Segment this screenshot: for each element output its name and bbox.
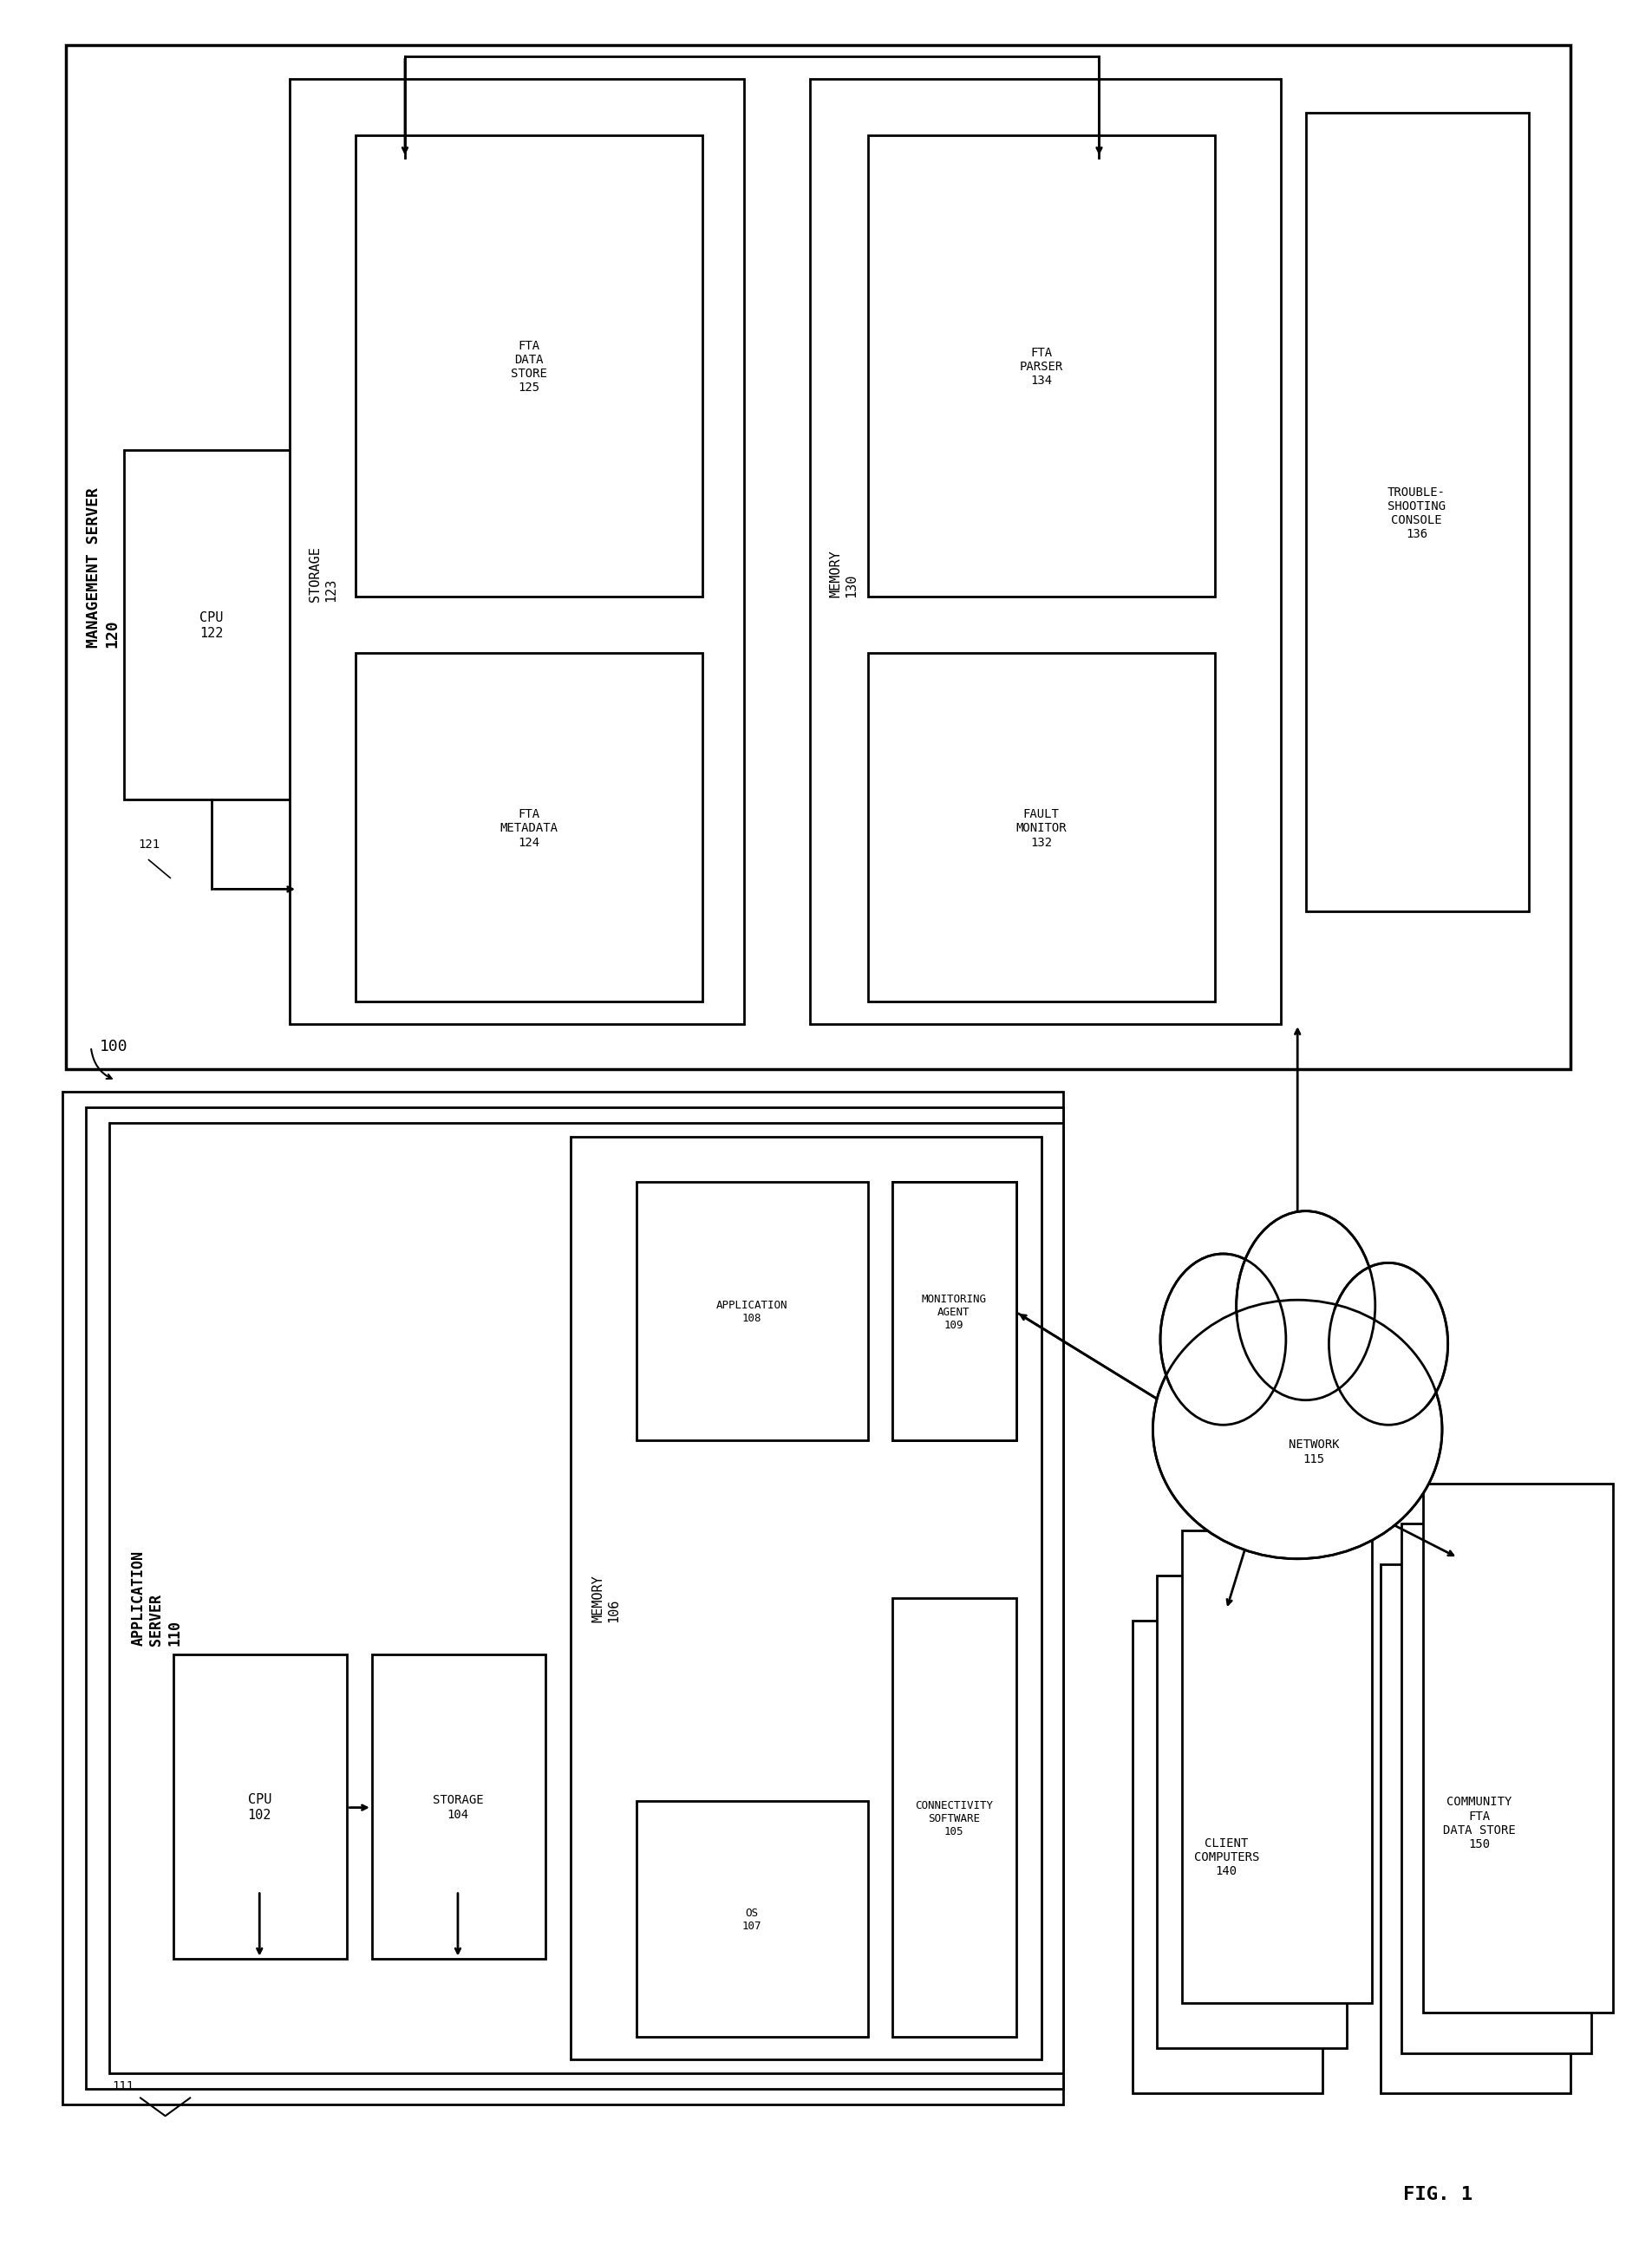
Bar: [1401, 1524, 1591, 2053]
Text: STORAGE
104: STORAGE 104: [433, 1794, 482, 1821]
Text: 100: 100: [99, 1040, 127, 1053]
Bar: [124, 450, 297, 799]
Bar: [570, 1137, 1041, 2060]
Bar: [867, 653, 1214, 1002]
Text: OS
107: OS 107: [742, 1909, 762, 1931]
Text: FTA
DATA
STORE
125: FTA DATA STORE 125: [510, 340, 547, 394]
Bar: [86, 1107, 1062, 2089]
Bar: [892, 1182, 1016, 1441]
Bar: [289, 79, 743, 1024]
Bar: [355, 135, 702, 597]
Text: CPU
102: CPU 102: [248, 1794, 271, 1821]
Bar: [1379, 1564, 1569, 2093]
Text: 121: 121: [137, 837, 160, 851]
Text: MONITORING
AGENT
109: MONITORING AGENT 109: [920, 1294, 986, 1330]
Bar: [109, 1123, 1062, 2073]
Ellipse shape: [1170, 1306, 1424, 1508]
Bar: [636, 1182, 867, 1441]
Text: FTA
METADATA
124: FTA METADATA 124: [499, 808, 558, 849]
Text: STORAGE
123: STORAGE 123: [309, 547, 337, 601]
Circle shape: [1160, 1254, 1285, 1425]
Bar: [372, 1654, 545, 1958]
Bar: [66, 45, 1569, 1069]
Text: FTA
PARSER
134: FTA PARSER 134: [1019, 347, 1062, 387]
Bar: [809, 79, 1280, 1024]
Ellipse shape: [1153, 1301, 1441, 1558]
Text: MANAGEMENT SERVER
120: MANAGEMENT SERVER 120: [86, 486, 119, 648]
Bar: [892, 1598, 1016, 2037]
Text: TROUBLE-
SHOOTING
CONSOLE
136: TROUBLE- SHOOTING CONSOLE 136: [1386, 486, 1446, 540]
Bar: [892, 1182, 1016, 1441]
Text: CPU
122: CPU 122: [200, 612, 223, 639]
Bar: [1305, 113, 1528, 912]
Text: MEMORY
106: MEMORY 106: [591, 1573, 620, 1623]
Bar: [1422, 1483, 1612, 2012]
Circle shape: [1328, 1263, 1447, 1425]
Circle shape: [1236, 1211, 1374, 1400]
Text: CLIENT
COMPUTERS
140: CLIENT COMPUTERS 140: [1193, 1837, 1259, 1877]
Bar: [1132, 1621, 1322, 2093]
Bar: [173, 1654, 347, 1958]
Text: CONNECTIVITY
SOFTWARE
105: CONNECTIVITY SOFTWARE 105: [914, 1801, 993, 1837]
Text: 111: 111: [112, 2080, 134, 2091]
Bar: [1181, 1531, 1371, 2003]
Bar: [636, 1801, 867, 2037]
Bar: [867, 135, 1214, 597]
Text: APPLICATION
SERVER
110: APPLICATION SERVER 110: [131, 1551, 182, 1645]
Text: FAULT
MONITOR
132: FAULT MONITOR 132: [1016, 808, 1066, 849]
Bar: [63, 1092, 1062, 2105]
Text: FIG. 1: FIG. 1: [1403, 2186, 1472, 2204]
Text: NETWORK
115: NETWORK 115: [1289, 1438, 1338, 1465]
Text: APPLICATION
108: APPLICATION 108: [715, 1301, 788, 1324]
Bar: [1156, 1576, 1346, 2048]
Bar: [355, 653, 702, 1002]
Text: COMMUNITY
FTA
DATA STORE
150: COMMUNITY FTA DATA STORE 150: [1442, 1796, 1515, 1850]
Text: MEMORY
130: MEMORY 130: [829, 549, 857, 599]
